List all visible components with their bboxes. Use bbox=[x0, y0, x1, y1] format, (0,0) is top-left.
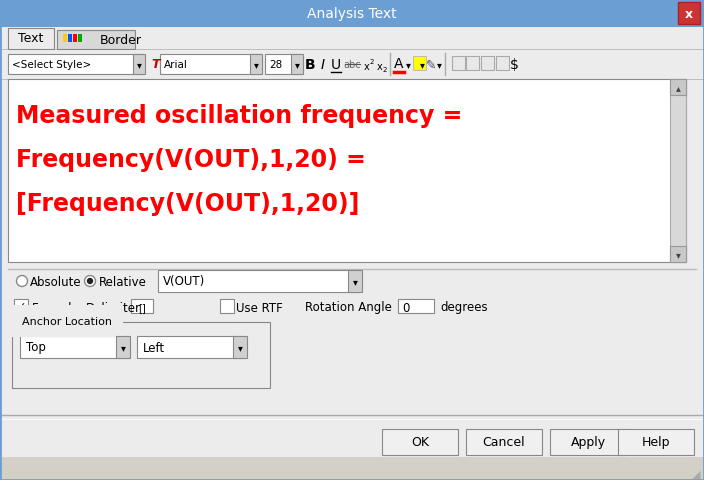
Bar bbox=[0, 28, 704, 50]
Text: degrees: degrees bbox=[440, 301, 488, 314]
Bar bbox=[137, 336, 245, 358]
Text: Left: Left bbox=[143, 341, 165, 354]
Bar bbox=[466, 429, 542, 455]
Text: ▾: ▾ bbox=[294, 60, 299, 70]
Bar bbox=[20, 336, 128, 358]
Text: 28: 28 bbox=[269, 60, 282, 70]
Text: Border: Border bbox=[100, 34, 142, 47]
Bar bbox=[250, 55, 262, 75]
Bar bbox=[348, 270, 362, 292]
Text: ▾: ▾ bbox=[353, 276, 358, 287]
Text: abc: abc bbox=[343, 60, 361, 70]
Text: Text: Text bbox=[18, 33, 44, 46]
Text: U: U bbox=[331, 58, 341, 72]
Text: Help: Help bbox=[642, 435, 670, 449]
Bar bbox=[8, 29, 54, 50]
Text: ✓: ✓ bbox=[16, 301, 25, 312]
Text: Analysis Text: Analysis Text bbox=[307, 7, 397, 21]
Bar bbox=[670, 80, 686, 263]
Bar bbox=[133, 55, 145, 75]
Bar bbox=[8, 55, 143, 75]
Bar bbox=[550, 429, 626, 455]
Bar bbox=[265, 55, 301, 75]
Bar bbox=[0, 50, 704, 80]
Text: ▾: ▾ bbox=[120, 342, 125, 352]
Text: ▾: ▾ bbox=[137, 60, 142, 70]
Text: ▾: ▾ bbox=[406, 60, 410, 70]
Text: $: $ bbox=[510, 58, 518, 72]
Text: I: I bbox=[321, 58, 325, 72]
Text: ▾: ▾ bbox=[237, 342, 242, 352]
Bar bbox=[481, 57, 494, 71]
Bar bbox=[670, 247, 686, 263]
Bar bbox=[0, 457, 704, 480]
Text: ▾: ▾ bbox=[420, 60, 425, 70]
Text: Anchor Location: Anchor Location bbox=[22, 316, 112, 326]
Bar bbox=[73, 35, 77, 43]
Bar bbox=[291, 55, 303, 75]
Bar bbox=[670, 80, 686, 96]
Text: Formula: Formula bbox=[32, 301, 80, 314]
Text: Top: Top bbox=[26, 341, 46, 354]
Text: <Select Style>: <Select Style> bbox=[12, 60, 92, 70]
Text: []: [] bbox=[138, 302, 146, 312]
Bar bbox=[14, 300, 28, 313]
Text: 2: 2 bbox=[383, 67, 387, 73]
Text: Absolute: Absolute bbox=[30, 275, 82, 288]
Text: Use RTF: Use RTF bbox=[236, 301, 283, 314]
Text: ✎: ✎ bbox=[426, 59, 436, 72]
Bar bbox=[160, 55, 260, 75]
Text: Cancel: Cancel bbox=[483, 435, 525, 449]
Text: 0: 0 bbox=[402, 301, 409, 314]
Bar bbox=[413, 57, 426, 71]
Circle shape bbox=[87, 279, 92, 284]
Text: Delimiter: Delimiter bbox=[86, 301, 141, 314]
Bar bbox=[452, 57, 465, 71]
Text: B: B bbox=[305, 58, 315, 72]
Bar bbox=[57, 31, 135, 50]
Text: T: T bbox=[151, 59, 160, 72]
Bar bbox=[63, 35, 67, 43]
Text: ▴: ▴ bbox=[676, 83, 681, 93]
Text: [Frequency(V(OUT),1,20)]: [Frequency(V(OUT),1,20)] bbox=[16, 192, 359, 216]
Bar bbox=[678, 3, 700, 25]
Text: OK: OK bbox=[411, 435, 429, 449]
Bar bbox=[8, 80, 686, 263]
Bar bbox=[68, 35, 72, 43]
Text: Apply: Apply bbox=[570, 435, 605, 449]
Text: V(OUT): V(OUT) bbox=[163, 275, 206, 288]
Text: ▾: ▾ bbox=[253, 60, 258, 70]
Bar bbox=[116, 336, 130, 358]
Bar bbox=[382, 429, 458, 455]
Text: ◢: ◢ bbox=[692, 469, 700, 479]
Bar bbox=[618, 429, 694, 455]
Bar bbox=[0, 0, 704, 28]
Text: Relative: Relative bbox=[99, 275, 147, 288]
Bar bbox=[131, 300, 153, 313]
Text: Frequency(V(OUT),1,20) =: Frequency(V(OUT),1,20) = bbox=[16, 148, 366, 172]
Bar bbox=[158, 270, 358, 292]
Bar bbox=[220, 300, 234, 313]
Circle shape bbox=[84, 276, 96, 287]
Text: Rotation Angle: Rotation Angle bbox=[305, 301, 392, 314]
Text: x: x bbox=[685, 8, 693, 21]
Text: ▾: ▾ bbox=[436, 60, 441, 70]
Text: x: x bbox=[377, 62, 383, 72]
Text: A: A bbox=[394, 57, 404, 71]
Text: Arial: Arial bbox=[164, 60, 188, 70]
Bar bbox=[398, 300, 434, 313]
Circle shape bbox=[16, 276, 27, 287]
Text: x: x bbox=[364, 62, 370, 72]
Text: Measured oscillation frequency =: Measured oscillation frequency = bbox=[16, 104, 463, 128]
Text: 2: 2 bbox=[370, 59, 375, 65]
Bar bbox=[233, 336, 247, 358]
Text: ▾: ▾ bbox=[676, 250, 681, 260]
Bar bbox=[12, 323, 270, 388]
Bar bbox=[78, 35, 82, 43]
Bar bbox=[466, 57, 479, 71]
Bar bbox=[496, 57, 509, 71]
